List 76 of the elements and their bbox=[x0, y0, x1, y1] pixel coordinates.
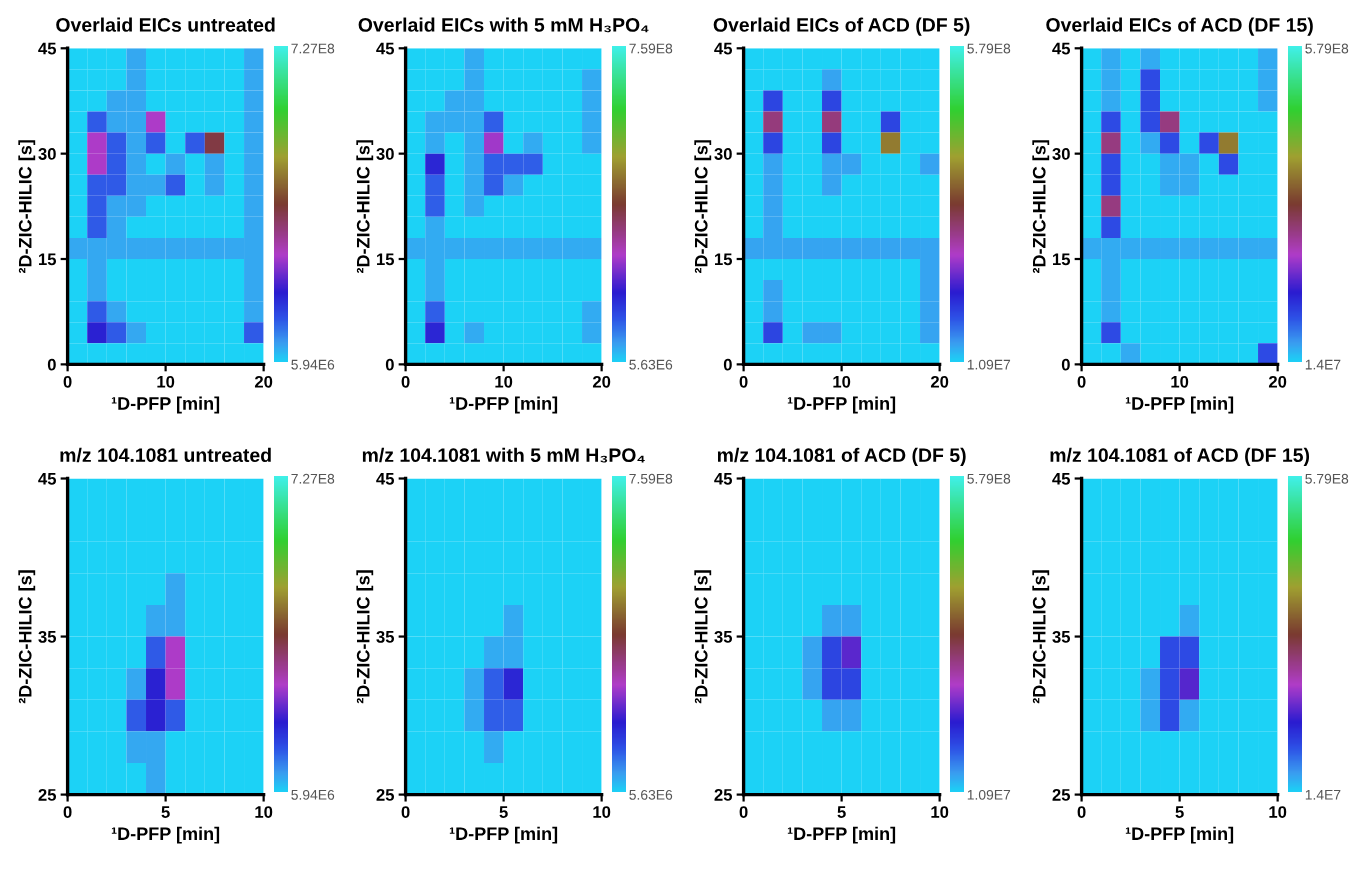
x-tick-label: 20 bbox=[592, 375, 611, 388]
chart-title: m/z 104.1081 untreated bbox=[60, 447, 271, 463]
x-tick-label: 5 bbox=[837, 806, 846, 818]
y-tick-label: 30 bbox=[376, 148, 394, 160]
x-axis-title: ¹D-PFP [min] bbox=[787, 826, 896, 844]
y-tick-label: 35 bbox=[38, 630, 57, 643]
y-axis-title: ²D-ZIC-HILIC [s] bbox=[1032, 570, 1050, 704]
x-tick-label: 0 bbox=[401, 806, 410, 818]
x-tick-label: 0 bbox=[739, 806, 748, 818]
x-tick-label: 5 bbox=[499, 806, 508, 818]
y-tick-label: 45 bbox=[376, 42, 395, 55]
chart-title: Overlaid EICs of ACD (DF 15) bbox=[1046, 17, 1313, 36]
y-tick-label: 45 bbox=[714, 473, 733, 485]
x-tick-label: 0 bbox=[401, 375, 410, 388]
chart-title: Overlaid EICs untreated bbox=[56, 17, 275, 32]
x-tick-label: 5 bbox=[161, 806, 170, 818]
x-axis-title: ¹D-PFP [min] bbox=[111, 396, 220, 414]
chart-title: m/z 104.1081 with 5 mM H₃PO₄ bbox=[362, 447, 645, 463]
y-tick-label: 35 bbox=[1052, 630, 1071, 643]
y-axis-title: ²D-ZIC-HILIC [s] bbox=[356, 140, 374, 274]
x-tick-label: 10 bbox=[255, 806, 273, 818]
y-tick-label: 25 bbox=[38, 788, 57, 801]
x-axis-title: ¹D-PFP [min] bbox=[787, 396, 896, 414]
y-tick-label: 15 bbox=[377, 253, 395, 266]
y-tick-label: 45 bbox=[714, 42, 733, 55]
x-tick-label: 0 bbox=[739, 375, 748, 388]
x-tick-label: 10 bbox=[931, 806, 949, 818]
y-axis-title: ²D-ZIC-HILIC [s] bbox=[694, 140, 712, 274]
y-tick-label: 0 bbox=[385, 358, 394, 371]
y-axis-title: ²D-ZIC-HILIC [s] bbox=[18, 140, 36, 274]
y-tick-label: 45 bbox=[38, 42, 57, 55]
chart-title: Overlaid EICs with 5 mM H₃PO₄ bbox=[358, 17, 649, 33]
x-tick-label: 0 bbox=[63, 806, 72, 818]
y-tick-label: 15 bbox=[39, 253, 57, 266]
y-axis-title: ²D-ZIC-HILIC [s] bbox=[356, 570, 374, 704]
x-tick-label: 20 bbox=[254, 375, 273, 388]
y-tick-label: 30 bbox=[1052, 148, 1070, 160]
y-tick-label: 0 bbox=[723, 358, 732, 371]
y-axis-title: ²D-ZIC-HILIC [s] bbox=[694, 570, 712, 704]
y-tick-label: 45 bbox=[376, 473, 395, 485]
y-tick-label: 30 bbox=[714, 148, 732, 160]
y-tick-label: 25 bbox=[1052, 788, 1071, 801]
x-tick-label: 10 bbox=[833, 375, 851, 388]
x-tick-label: 0 bbox=[63, 375, 72, 388]
y-tick-label: 15 bbox=[715, 253, 733, 266]
x-tick-label: 10 bbox=[1269, 806, 1287, 818]
x-tick-label: 20 bbox=[930, 375, 949, 388]
y-tick-label: 0 bbox=[1061, 358, 1070, 371]
y-tick-label: 15 bbox=[1053, 253, 1071, 266]
x-axis-title: ¹D-PFP [min] bbox=[111, 826, 220, 844]
x-tick-label: 5 bbox=[1175, 806, 1184, 818]
y-tick-label: 45 bbox=[38, 473, 57, 485]
x-axis-title: ¹D-PFP [min] bbox=[1125, 396, 1234, 414]
chart-title: m/z 104.1081 of ACD (DF 5) bbox=[717, 447, 966, 466]
x-tick-label: 10 bbox=[495, 375, 513, 388]
y-axis-title: ²D-ZIC-HILIC [s] bbox=[1032, 140, 1050, 274]
y-tick-label: 45 bbox=[1052, 473, 1071, 485]
x-tick-label: 10 bbox=[157, 375, 175, 388]
x-axis-title: ¹D-PFP [min] bbox=[449, 396, 558, 414]
y-tick-label: 35 bbox=[376, 630, 395, 643]
y-tick-label: 45 bbox=[1052, 42, 1071, 55]
y-tick-label: 35 bbox=[714, 630, 733, 643]
y-tick-label: 25 bbox=[714, 788, 733, 801]
x-tick-label: 0 bbox=[1077, 375, 1086, 388]
x-axis-title: ¹D-PFP [min] bbox=[449, 826, 558, 844]
x-tick-label: 0 bbox=[1077, 806, 1086, 818]
chart-title: m/z 104.1081 of ACD (DF 15) bbox=[1050, 447, 1310, 466]
x-tick-label: 20 bbox=[1268, 375, 1287, 388]
y-tick-label: 0 bbox=[47, 358, 56, 371]
chart-title: Overlaid EICs of ACD (DF 5) bbox=[713, 17, 970, 36]
x-tick-label: 10 bbox=[1171, 375, 1189, 388]
y-axis-title: ²D-ZIC-HILIC [s] bbox=[18, 570, 36, 704]
x-axis-title: ¹D-PFP [min] bbox=[1125, 826, 1234, 844]
y-tick-label: 30 bbox=[38, 148, 56, 160]
y-tick-label: 25 bbox=[376, 788, 395, 801]
x-tick-label: 10 bbox=[593, 806, 611, 818]
